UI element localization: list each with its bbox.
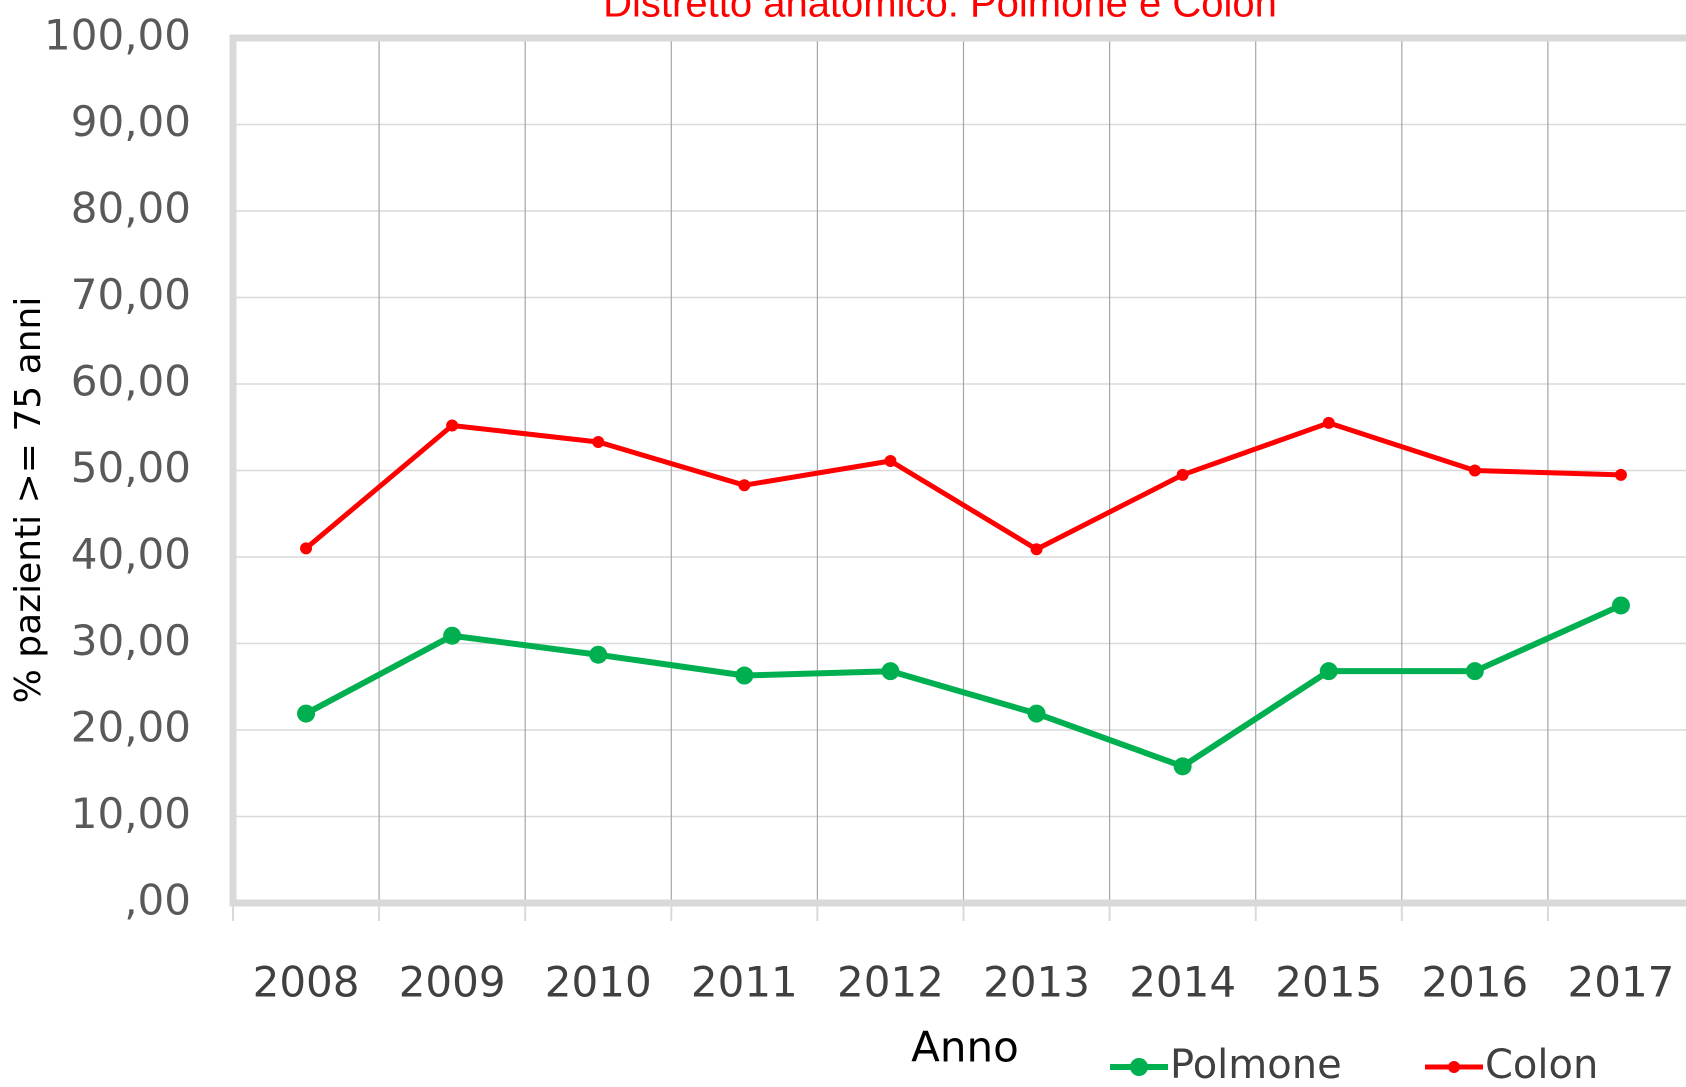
legend-label: Polmone: [1170, 1042, 1342, 1087]
legend-marker: [1448, 1061, 1460, 1073]
data-point: [881, 662, 900, 681]
x-axis-label: Anno: [911, 1023, 1019, 1072]
data-point: [1030, 543, 1043, 556]
legend-marker: [1130, 1058, 1148, 1076]
data-point: [443, 626, 462, 645]
x-tick-label: 2008: [253, 958, 360, 1007]
y-tick-label: 30,00: [71, 616, 191, 665]
x-tick-label: 2009: [399, 958, 506, 1007]
x-tick-label: 2015: [1275, 958, 1382, 1007]
data-point: [884, 454, 897, 467]
data-point: [589, 645, 608, 664]
y-tick-label: 60,00: [71, 357, 191, 406]
data-point: [1319, 662, 1338, 681]
x-tick-label: 2014: [1129, 958, 1236, 1007]
x-tick-label: 2011: [691, 958, 798, 1007]
x-tick-label: 2016: [1421, 958, 1528, 1007]
y-tick-label: 50,00: [71, 443, 191, 492]
data-point: [1611, 596, 1630, 615]
data-point: [1614, 468, 1627, 481]
x-tick-label: 2010: [545, 958, 652, 1007]
y-tick-label: 80,00: [71, 184, 191, 233]
plot-frame: [229, 34, 1686, 907]
y-tick-label: 100,00: [44, 11, 191, 60]
y-tick-label: 20,00: [71, 703, 191, 752]
data-point: [1027, 704, 1046, 723]
series-line: [304, 602, 1623, 770]
y-tick-label: 70,00: [71, 270, 191, 319]
y-tick-label: 40,00: [71, 530, 191, 579]
y-tick-label: ,00: [124, 876, 191, 925]
legend-label: Colon: [1485, 1042, 1598, 1087]
data-point: [1468, 464, 1481, 477]
data-point: [738, 479, 751, 492]
data-point: [1465, 662, 1484, 681]
data-point: [446, 419, 459, 432]
y-tick-label: 90,00: [71, 97, 191, 146]
data-point: [300, 542, 313, 555]
data-point: [735, 666, 754, 685]
data-point: [297, 704, 316, 723]
chart-title: Distretto anatomico: Polmone e Colon: [603, 0, 1277, 26]
x-tick-label: 2012: [837, 958, 944, 1007]
x-tick-label: 2013: [983, 958, 1090, 1007]
data-point: [1173, 757, 1192, 776]
y-tick-label: 10,00: [71, 789, 191, 838]
data-point: [1176, 468, 1189, 481]
x-tick-label: 2017: [1568, 958, 1675, 1007]
data-point: [592, 435, 605, 448]
data-point: [1322, 416, 1335, 429]
series-line: [304, 420, 1622, 552]
y-axis-label: % pazienti >= 75 anni: [8, 297, 49, 704]
